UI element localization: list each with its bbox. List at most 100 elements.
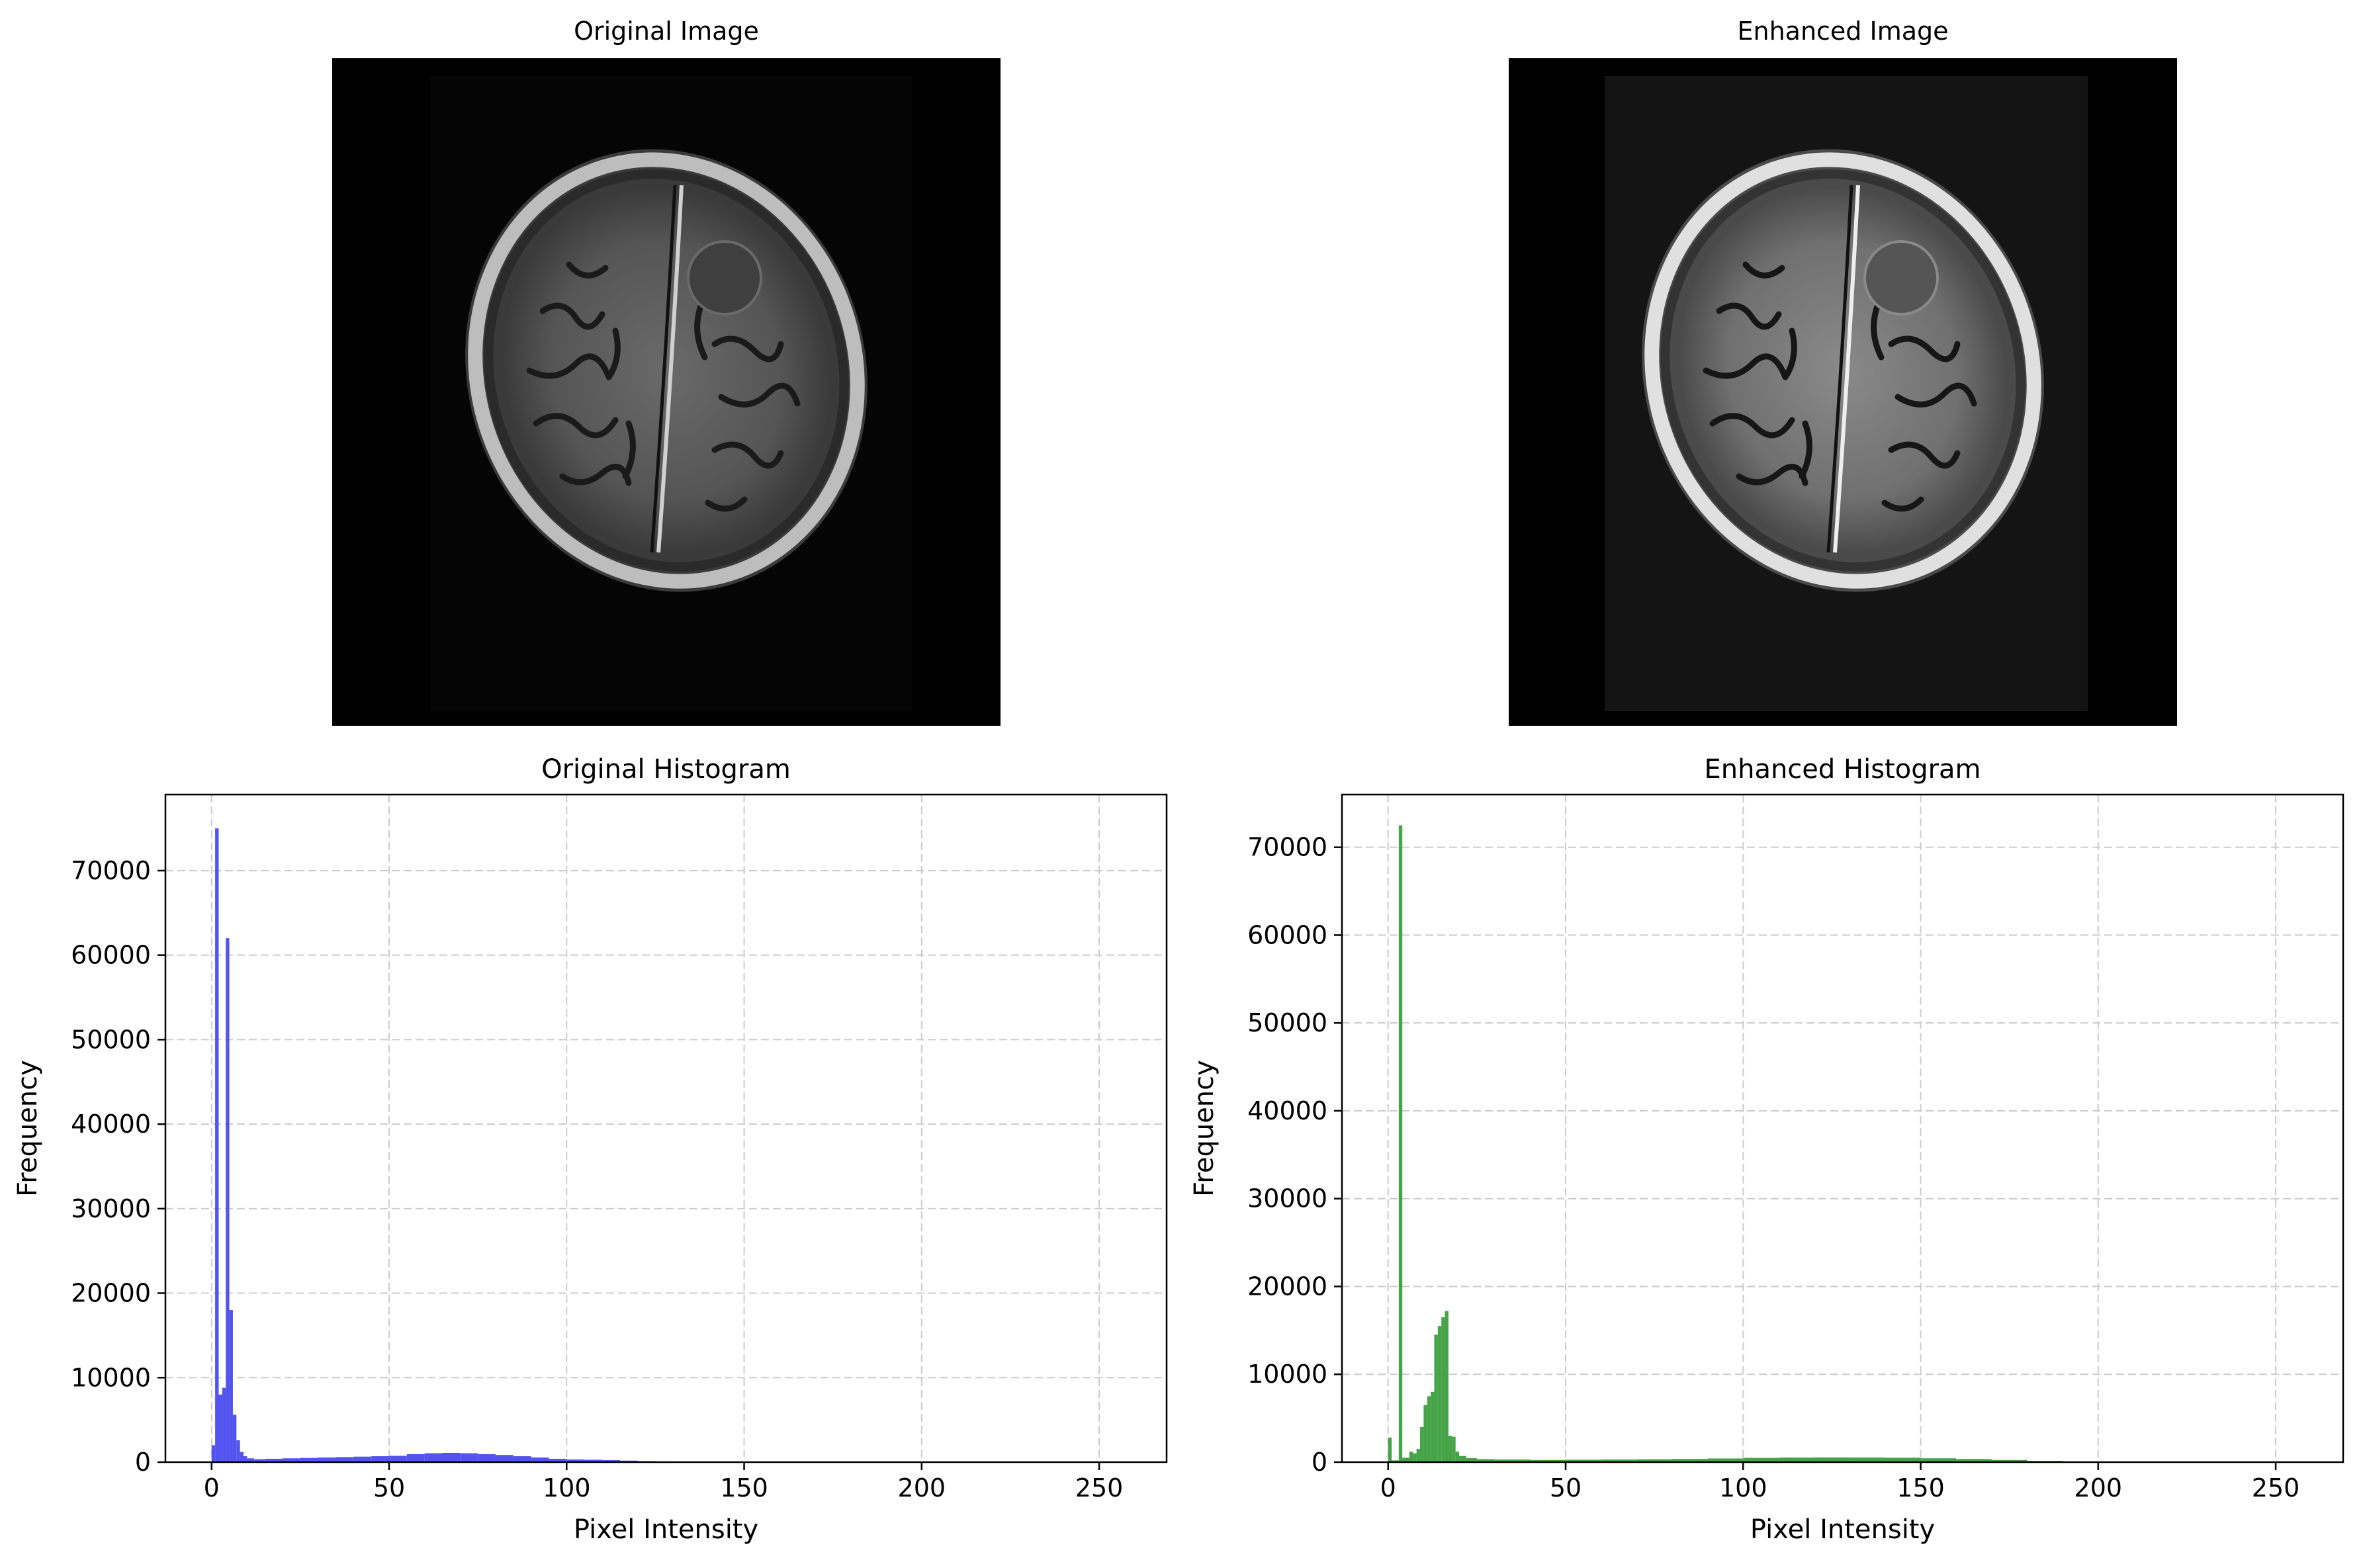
histogram-bar — [424, 1453, 443, 1462]
lesion — [687, 240, 762, 316]
histogram-bar — [1413, 1453, 1417, 1462]
histogram-bar — [240, 1452, 244, 1462]
histogram-bar — [1423, 1405, 1427, 1462]
x-tick-label: 100 — [543, 1473, 591, 1503]
histogram-bar — [584, 1459, 602, 1462]
histogram-bar — [265, 1458, 283, 1462]
histogram-bar — [335, 1457, 354, 1462]
histogram-bar — [602, 1459, 620, 1462]
sulci — [1703, 261, 1977, 512]
histogram-bar — [215, 828, 219, 1462]
enhanced-image-title: Enhanced Image — [1737, 17, 1948, 46]
histogram-bar — [236, 1440, 240, 1462]
chart-title: Original Histogram — [541, 754, 791, 785]
plot-frame — [164, 793, 1168, 1463]
x-tick-label: 200 — [2074, 1473, 2123, 1503]
histogram-bar — [1427, 1396, 1431, 1462]
y-tick-label: 60000 — [1247, 920, 1327, 949]
plot-frame — [1341, 793, 2344, 1463]
histogram-bar — [406, 1454, 425, 1462]
histogram-bar — [1956, 1459, 1992, 1462]
histogram-bar — [1636, 1459, 1672, 1462]
histogram-bar — [1445, 1311, 1449, 1462]
histogram-bar — [1778, 1458, 1814, 1462]
histogram-bar — [1672, 1459, 1708, 1462]
histogram-bar — [1441, 1317, 1445, 1462]
histogram-bar — [371, 1456, 390, 1462]
histogram-bar — [222, 1387, 226, 1462]
y-tick-label: 10000 — [1247, 1360, 1327, 1389]
enhanced-brain-scan — [1642, 149, 2044, 592]
histogram-bar — [229, 1310, 233, 1462]
histogram-bar — [1707, 1458, 1744, 1462]
skull-bone — [468, 152, 865, 589]
histogram-bar — [318, 1457, 336, 1462]
x-tick-label: 0 — [204, 1473, 220, 1503]
histogram-bar — [1566, 1459, 1601, 1462]
histogram-bar — [1991, 1459, 2028, 1462]
x-tick-label: 50 — [1550, 1473, 1582, 1503]
histogram-bar — [232, 1415, 237, 1462]
histogram-bar — [513, 1456, 531, 1462]
histogram-bar — [442, 1452, 461, 1462]
histogram-bar — [1431, 1391, 1435, 1462]
y-axis-label: Frequency — [1189, 1060, 1220, 1197]
midline-fissure — [656, 185, 684, 553]
sulci — [526, 261, 801, 512]
y-tick-label: 70000 — [1247, 833, 1327, 862]
y-tick-label: 50000 — [1247, 1008, 1327, 1037]
histogram-bar — [1850, 1457, 1885, 1462]
x-tick-label: 150 — [720, 1473, 768, 1503]
histogram-bar — [1494, 1459, 1531, 1462]
y-axis-label: Frequency — [13, 1060, 43, 1197]
y-tick-label: 40000 — [71, 1110, 151, 1139]
histogram-bar — [1437, 1326, 1442, 1462]
histogram-bar — [478, 1454, 496, 1462]
histogram-bar — [1388, 1437, 1392, 1462]
histogram-bar — [218, 1394, 222, 1462]
y-tick-label: 20000 — [71, 1279, 151, 1308]
chart-title: Enhanced Histogram — [1704, 754, 1981, 785]
histogram-bar — [1455, 1452, 1460, 1462]
y-tick-label: 50000 — [71, 1025, 151, 1054]
histogram-bar — [1392, 1460, 1399, 1462]
histogram-bar — [1601, 1459, 1637, 1462]
histogram-bar — [1452, 1436, 1456, 1462]
histogram-bar — [460, 1453, 478, 1462]
y-tick-label: 30000 — [71, 1194, 151, 1223]
histogram-bar — [300, 1458, 318, 1462]
x-tick-label: 150 — [1896, 1473, 1945, 1503]
histogram-bar — [1434, 1334, 1438, 1462]
original-brain-scan — [465, 149, 868, 592]
original-image-panel: Original Image — [332, 17, 1001, 726]
histogram-bar — [1448, 1436, 1452, 1462]
histogram-bar — [1476, 1459, 1495, 1462]
midline-fissure-dark — [1826, 185, 1853, 553]
y-tick-label: 20000 — [1247, 1272, 1327, 1301]
histogram-bar — [1409, 1452, 1413, 1462]
histogram-bar — [1398, 825, 1403, 1462]
y-tick-label: 0 — [1312, 1448, 1327, 1477]
original-histogram: 0 50 100 150 200 250 0 10000 20000 30000 40000 5000… — [13, 754, 1168, 1545]
histogram-bar — [283, 1458, 300, 1462]
histogram-bar — [1416, 1449, 1421, 1462]
histogram-bar — [254, 1459, 265, 1462]
skull-bone — [1644, 152, 2041, 589]
histogram-bar — [353, 1456, 372, 1462]
histogram-bar — [1402, 1458, 1409, 1462]
x-axis-label: Pixel Intensity — [574, 1514, 758, 1545]
histogram-bar — [1530, 1459, 1566, 1462]
histogram-bar — [1459, 1456, 1466, 1462]
enhanced-image-panel: Enhanced Image — [1509, 17, 2177, 726]
x-tick-label: 100 — [1719, 1473, 1767, 1503]
histogram-bar — [244, 1456, 247, 1462]
lesion — [1863, 240, 1939, 316]
histogram-bar — [1920, 1458, 1957, 1462]
x-tick-label: 0 — [1380, 1473, 1396, 1503]
midline-fissure-dark — [650, 185, 677, 553]
y-tick-label: 30000 — [1247, 1184, 1327, 1213]
histogram-bar — [549, 1458, 567, 1462]
histogram-bar — [566, 1459, 585, 1462]
x-axis-label: Pixel Intensity — [1750, 1514, 1935, 1545]
